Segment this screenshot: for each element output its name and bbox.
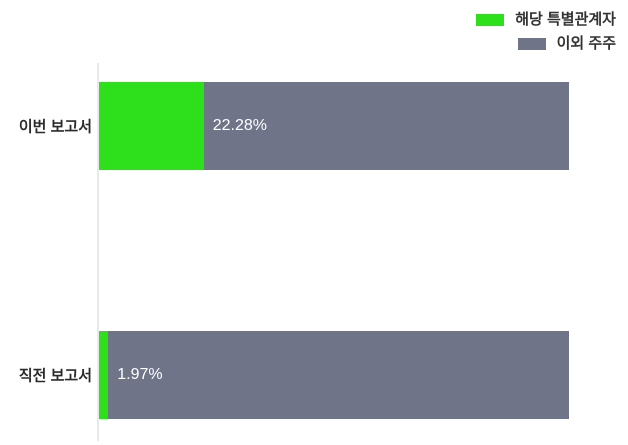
bar-value-label-0: 22.28% xyxy=(212,117,267,134)
bar-value-label-1: 1.97% xyxy=(117,366,163,383)
category-label-1: 직전 보고서 xyxy=(18,367,92,385)
y-axis-line xyxy=(97,63,99,441)
legend-swatch-icon-1 xyxy=(517,37,546,50)
bar-segment-0-1[interactable]: 22.28% xyxy=(203,82,569,170)
bar-segment-1-1[interactable]: 1.97% xyxy=(108,331,569,419)
chart-legend: 해당 특별관계자 이외 주주 xyxy=(476,12,616,51)
legend-item-1[interactable]: 이외 주주 xyxy=(517,35,616,52)
bar-track-1: 1.97% xyxy=(99,331,569,419)
legend-label-1: 이외 주주 xyxy=(556,35,616,52)
bar-segment-1-0[interactable] xyxy=(99,331,109,419)
bar-track-0: 22.28% xyxy=(99,82,569,170)
bar-segment-0-0[interactable] xyxy=(99,82,204,170)
bar-row-1: 직전 보고서 1.97% xyxy=(0,331,628,419)
legend-item-0[interactable]: 해당 특별관계자 xyxy=(476,12,616,27)
bar-row-0: 이번 보고서 22.28% xyxy=(0,82,628,170)
category-label-0: 이번 보고서 xyxy=(18,118,92,136)
legend-swatch-icon-0 xyxy=(476,13,505,26)
legend-label-0: 해당 특별관계자 xyxy=(515,11,616,28)
